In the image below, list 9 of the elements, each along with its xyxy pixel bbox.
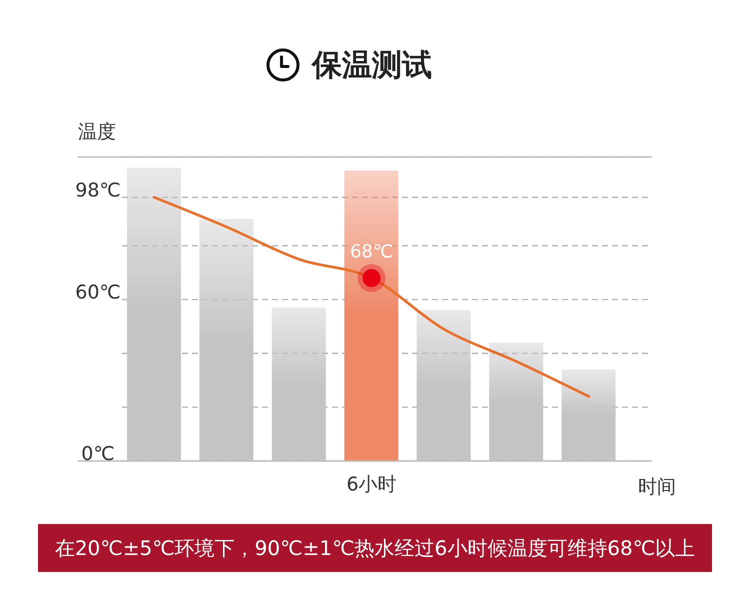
y-tick-label: 98℃ — [75, 179, 121, 202]
x-axis-title: 时间 — [638, 475, 676, 500]
y-axis-title: 温度 — [78, 120, 116, 145]
x-tick-label: 6小时 — [346, 473, 397, 496]
data-label: 68℃ — [350, 242, 394, 263]
y-tick-label: 0℃ — [81, 443, 115, 465]
y-tick-label: 60℃ — [75, 282, 121, 304]
banner: 在20℃±5℃环境下，90℃±1℃热水经过6小时候温度可维持68℃以上 — [38, 524, 712, 572]
chart-title: 保温测试 — [312, 46, 432, 84]
